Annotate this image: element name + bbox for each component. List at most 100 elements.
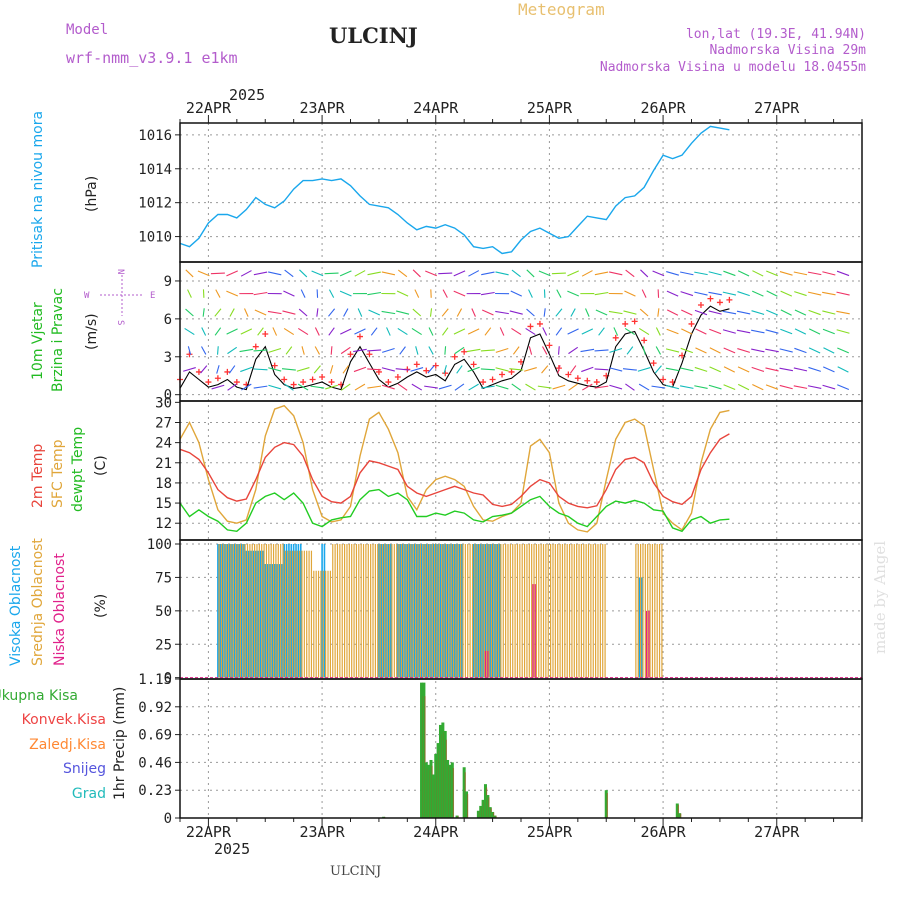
wind-arrow (779, 271, 793, 276)
temperature-ytick-label: 18 (155, 476, 172, 492)
wind-arrow (386, 327, 391, 336)
wind-arrow (428, 327, 434, 336)
wind-arrow (737, 291, 750, 297)
wind-arrow (468, 383, 479, 391)
wind-arrow (227, 346, 238, 355)
compass-north: N (115, 269, 125, 274)
wind-arrow (310, 385, 325, 389)
clouds-ytick-label: 100 (147, 537, 172, 553)
wind-arrow (766, 309, 778, 316)
day-label-bottom: 22APR (186, 823, 232, 841)
precip-bar (420, 682, 424, 818)
wind-arrow (499, 327, 505, 336)
wind-arrow (780, 309, 792, 316)
precip-ytick-label: 1.15 (138, 672, 172, 688)
wind-arrow (411, 328, 422, 335)
wind-arrow (837, 384, 850, 390)
wind-arrow (343, 308, 349, 317)
wind-arrow (637, 367, 651, 372)
precip-bar (486, 795, 490, 818)
sfc-temp-line (179, 404, 730, 533)
wind-arrow (184, 328, 195, 335)
wind-arrow (301, 346, 305, 355)
precip-conv-bar (606, 792, 608, 818)
precip-bar (436, 743, 440, 818)
wind-arrow (210, 272, 225, 275)
wind-arrow (339, 270, 352, 277)
wind-arrow (766, 290, 778, 297)
wind-gust-marker (423, 367, 430, 374)
wind-arrow (511, 269, 521, 278)
day-label-bottom: 23APR (300, 823, 346, 841)
wind-arrow (397, 327, 408, 336)
wind-arrow (328, 308, 336, 317)
wind-arrow (556, 289, 562, 298)
wind-arrow (780, 328, 793, 335)
pressure-frame (179, 122, 863, 263)
compass-south: S (115, 320, 125, 325)
wind-arrow (411, 383, 423, 391)
model-label: Model (66, 22, 108, 38)
wind-arrow (694, 309, 708, 316)
precip-bar (483, 784, 487, 818)
wind-arrow (807, 271, 822, 276)
wind-arrow (598, 327, 605, 336)
day-label-bottom: 25APR (527, 823, 573, 841)
wind-arrow (268, 367, 282, 372)
wind-arrow (708, 384, 722, 390)
wind-gust-marker (347, 351, 354, 358)
top-year-label: 2025 (229, 86, 265, 104)
wind-arrow (639, 308, 649, 317)
wind-arrow (367, 271, 381, 276)
wind-arrow (442, 327, 449, 336)
wind-arrow (694, 291, 708, 296)
wind-arrow (228, 365, 236, 374)
precip-ytick-label: 0.69 (138, 728, 172, 744)
wind-arrow (581, 328, 594, 335)
wind-arrow (709, 328, 722, 335)
wind-arrow (737, 366, 750, 373)
wind-gust-marker (660, 376, 667, 383)
wind-gust-marker (394, 373, 401, 380)
wind-arrow (557, 365, 561, 374)
wind-arrow (737, 383, 750, 391)
wind-arrow (311, 270, 324, 277)
day-label-bottom: 26APR (641, 823, 687, 841)
wind-arrow (354, 328, 366, 335)
wind-arrow (808, 309, 821, 316)
wind-arrow (794, 328, 807, 335)
wind-arrow (211, 384, 225, 390)
wind-arrow (594, 271, 609, 276)
wind-arrow (201, 327, 207, 336)
precip-bar (465, 791, 469, 818)
wind-arrow (427, 365, 435, 374)
wind-arrow (751, 366, 765, 372)
wind-arrow (624, 290, 636, 297)
precip-bar (427, 764, 431, 818)
cloud-ylabel-1: Visoka Oblacnost (8, 545, 24, 666)
wind-arrow (509, 310, 523, 315)
wind-arrow (316, 308, 319, 317)
day-label-top: 25APR (527, 99, 573, 117)
wind-arrow (267, 310, 282, 315)
wind-arrow (454, 383, 465, 391)
wind-arrow (680, 291, 694, 297)
wind-arrow (666, 290, 679, 297)
wind-arrow (414, 289, 420, 298)
wind-arrow (665, 367, 680, 372)
wind-arrow (397, 269, 408, 278)
wind-arrow (495, 347, 509, 353)
wind-arrow (471, 308, 476, 317)
wind-arrow (609, 347, 623, 353)
wind-ylabel-2: Brzina i Pravac (50, 288, 66, 392)
precip-bar (438, 724, 442, 818)
wind-arrow (793, 385, 808, 389)
wind-arrow (340, 383, 351, 391)
wind-gust-marker (536, 320, 543, 327)
wind-arrow (240, 366, 253, 373)
wind-gust-marker (356, 333, 363, 340)
wind-arrow (298, 308, 308, 317)
wind-arrow (442, 289, 448, 298)
wind-arrow (655, 327, 661, 336)
compass-west: W (84, 291, 90, 301)
